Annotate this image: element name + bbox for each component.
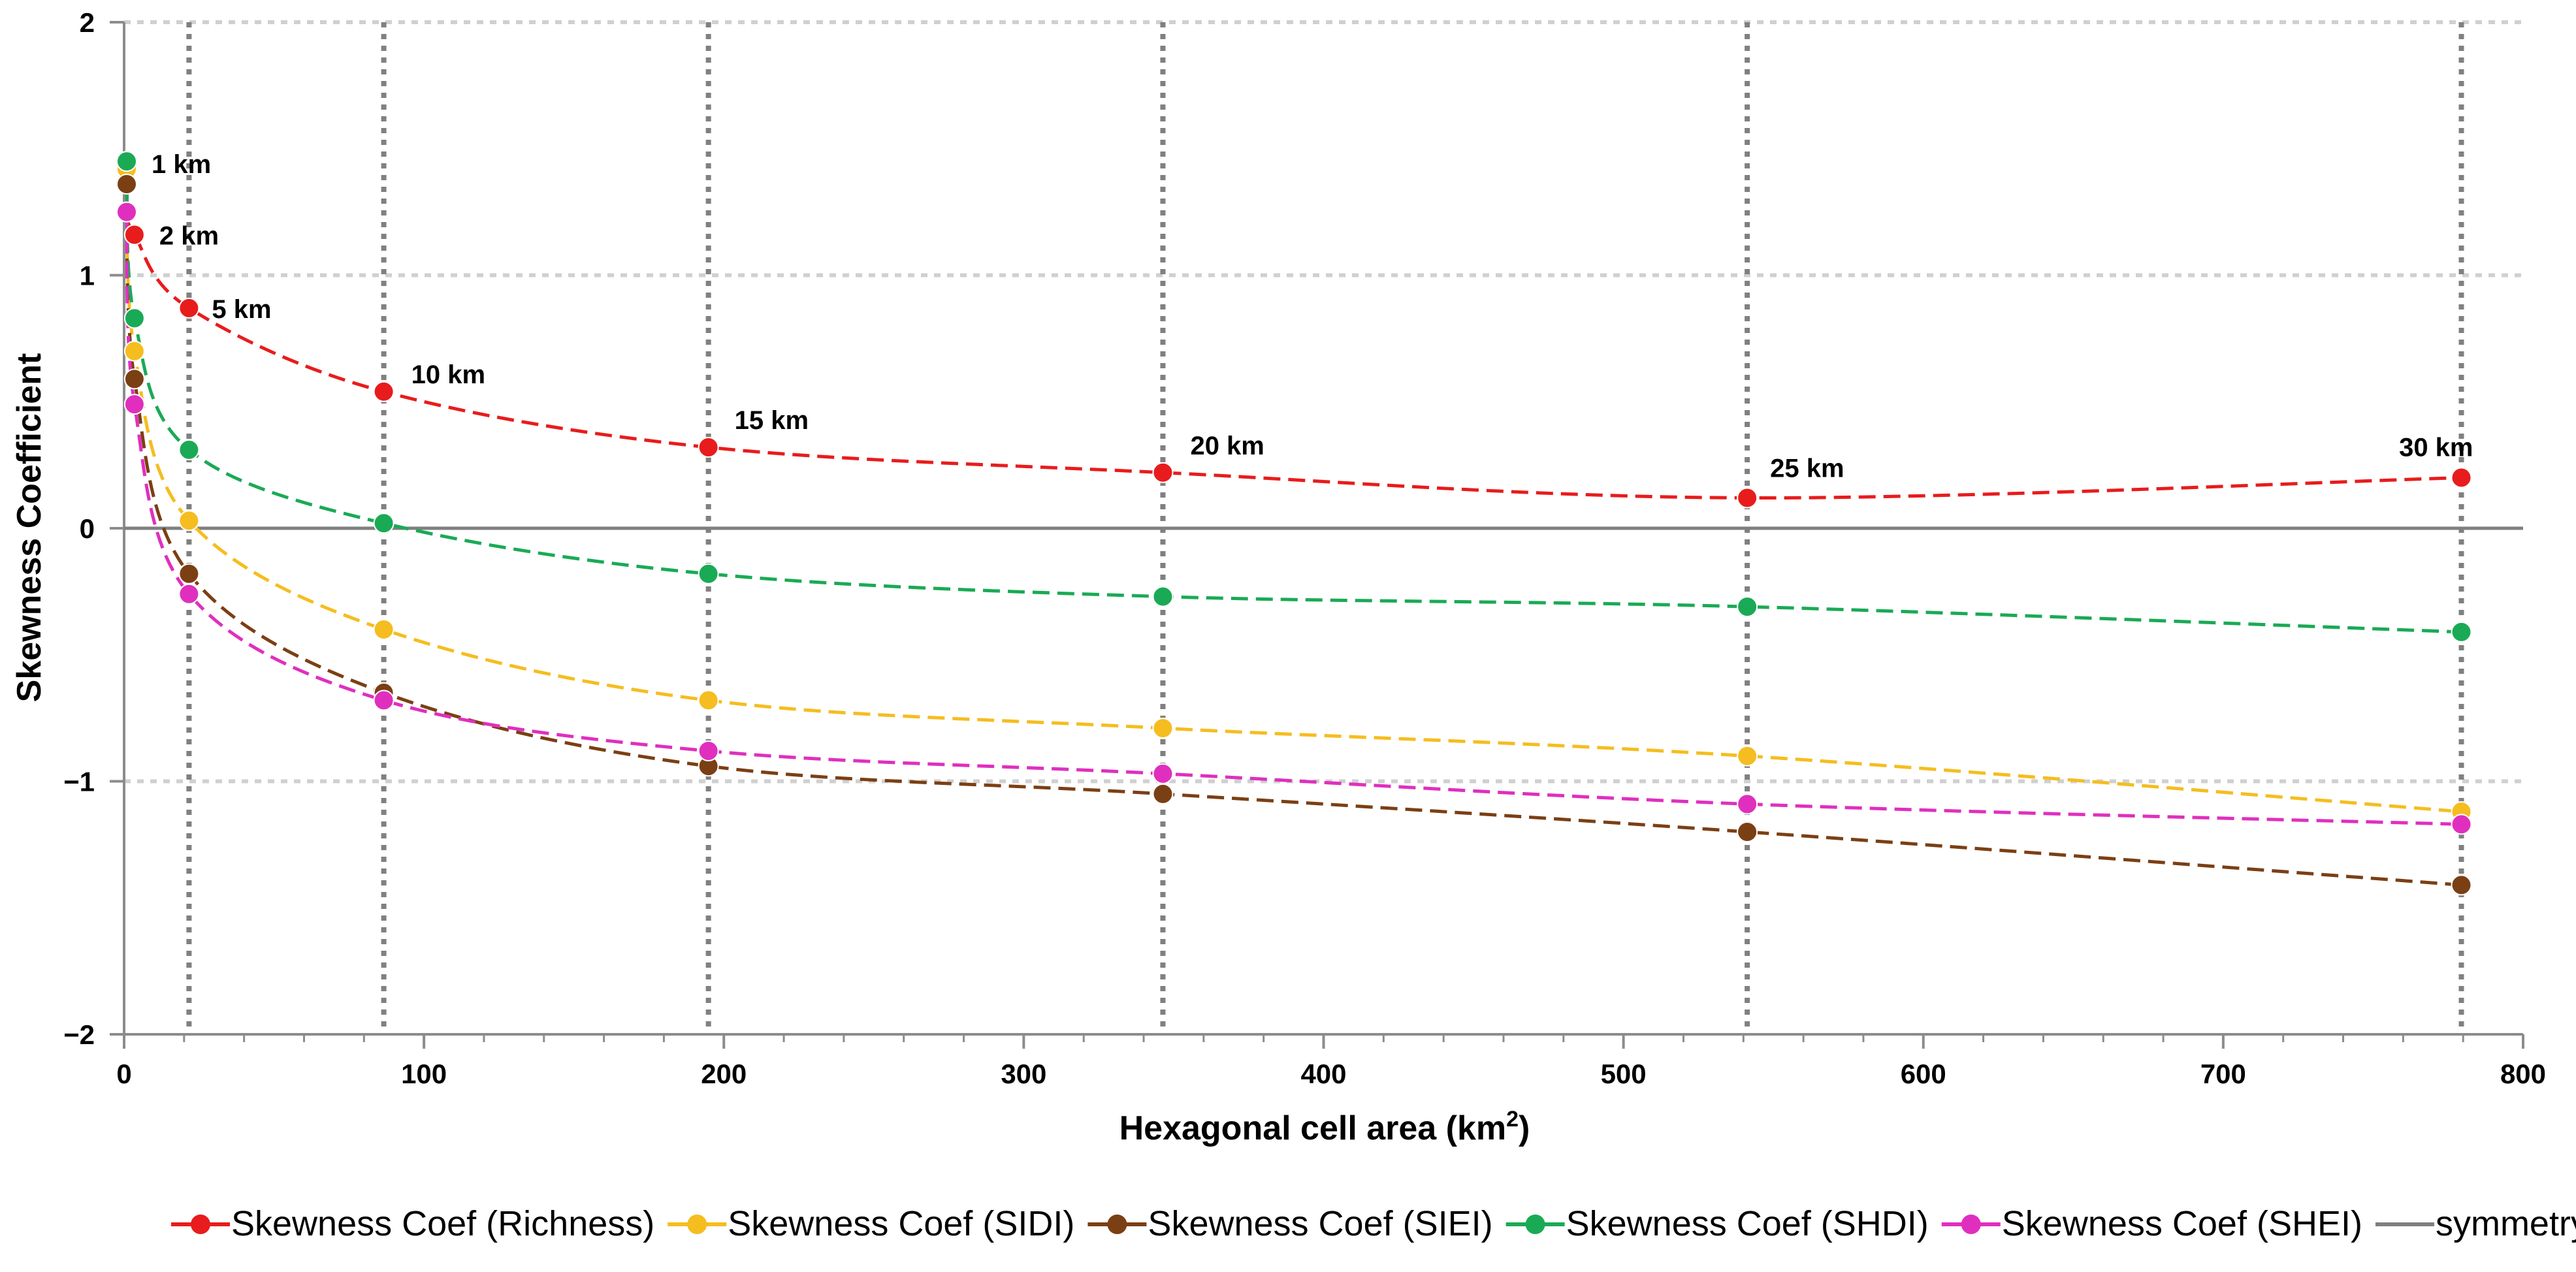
data-point-s3-1 xyxy=(116,174,137,195)
legend-label-6: symmetry xyxy=(2436,1204,2576,1243)
data-point-s1-3 xyxy=(178,297,200,319)
data-point-s5-7 xyxy=(1737,793,1758,815)
annotation-label-3: 5 km xyxy=(212,295,271,324)
y-axis-ticks: −2 −1 0 1 2 xyxy=(63,7,95,1050)
data-point-s1-4 xyxy=(373,381,394,402)
legend: Skewness Coef (Richness) Skewness Coef (S… xyxy=(171,1204,2576,1243)
data-point-s3-7 xyxy=(1737,821,1758,842)
legend-swatch-marker-5 xyxy=(1961,1215,1981,1234)
x-tick-label: 400 xyxy=(1300,1058,1346,1089)
data-point-s5-6 xyxy=(1152,763,1174,784)
data-point-s2-5 xyxy=(698,690,719,711)
legend-label-4: Skewness Coef (SHDI) xyxy=(1566,1204,1929,1243)
x-axis-title-main: Hexagonal cell area (km xyxy=(1119,1109,1507,1147)
series-line-4 xyxy=(125,161,2462,634)
x-tick-label: 500 xyxy=(1601,1058,1647,1089)
data-point-s3-3 xyxy=(178,563,200,584)
x-tick-label: 100 xyxy=(401,1058,447,1089)
data-point-s1-8 xyxy=(2451,467,2472,488)
y-tick-label: −1 xyxy=(63,767,95,797)
grid xyxy=(124,20,2523,784)
data-point-s3-8 xyxy=(2451,874,2472,896)
data-point-s4-4 xyxy=(373,513,394,534)
y-axis-title: Skewness Coefficient xyxy=(10,353,48,703)
data-point-s1-6 xyxy=(1152,462,1174,483)
data-point-s5-4 xyxy=(373,690,394,711)
data-point-s4-7 xyxy=(1737,596,1758,618)
x-tick-label: 0 xyxy=(116,1058,131,1089)
legend-label-3: Skewness Coef (SIEI) xyxy=(1148,1204,1492,1243)
series-line-3 xyxy=(125,183,2462,887)
data-point-s4-2 xyxy=(123,308,145,329)
series-line-2 xyxy=(125,168,2462,814)
legend-label-5: Skewness Coef (SHEI) xyxy=(2002,1204,2362,1243)
data-point-s5-3 xyxy=(178,583,200,605)
annotation-label-5: 15 km xyxy=(735,406,809,435)
series-line-5 xyxy=(125,212,2462,826)
legend-swatch-marker-4 xyxy=(1525,1215,1545,1234)
annotation-label-6: 20 km xyxy=(1190,432,1264,460)
legend-swatch-marker-1 xyxy=(191,1215,210,1234)
annotation-label-4: 10 km xyxy=(411,360,485,389)
legend-swatch-marker-2 xyxy=(687,1215,707,1234)
annotations: 1 km 2 km 5 km 10 km 15 km 20 km 25 km 30 km xyxy=(152,150,2473,483)
series-points xyxy=(116,151,2472,896)
x-axis-title-end: ) xyxy=(1519,1109,1530,1147)
x-tick-label: 300 xyxy=(1001,1058,1046,1089)
data-point-s5-1 xyxy=(116,201,137,223)
data-point-s1-5 xyxy=(698,437,719,458)
data-point-s2-3 xyxy=(178,510,200,532)
y-tick-label: 0 xyxy=(80,513,95,544)
data-point-s4-8 xyxy=(2451,621,2472,643)
annotation-label-7: 25 km xyxy=(1770,454,1844,483)
data-point-s5-5 xyxy=(698,740,719,761)
x-tick-label: 800 xyxy=(2500,1058,2546,1089)
x-tick-label: 600 xyxy=(1901,1058,1946,1089)
series-line-1 xyxy=(125,211,2462,500)
data-point-s4-1 xyxy=(116,151,137,172)
x-tick-label: 700 xyxy=(2200,1058,2246,1089)
x-axis-ticks: 0 100 200 300 400 500 600 700 800 xyxy=(116,1058,2546,1089)
annotation-label-1: 1 km xyxy=(152,150,211,179)
y-tick-label: 1 xyxy=(80,261,95,291)
series-lines xyxy=(124,161,2523,887)
data-point-s1-2 xyxy=(123,224,145,246)
data-point-s4-6 xyxy=(1152,586,1174,607)
data-point-s2-7 xyxy=(1737,745,1758,767)
data-point-s1-7 xyxy=(1737,487,1758,509)
data-point-s4-3 xyxy=(178,439,200,460)
x-tick-label: 200 xyxy=(701,1058,747,1089)
data-point-s2-2 xyxy=(123,340,145,362)
data-point-s4-5 xyxy=(698,563,719,584)
legend-swatch-marker-3 xyxy=(1107,1215,1127,1234)
data-point-s2-6 xyxy=(1152,718,1174,739)
x-axis-title: Hexagonal cell area (km2) xyxy=(1119,1107,1530,1147)
data-point-s5-2 xyxy=(123,394,145,415)
annotation-label-8: 30 km xyxy=(2399,434,2473,462)
y-tick-label: −2 xyxy=(63,1019,95,1050)
legend-label-1: Skewness Coef (Richness) xyxy=(231,1204,654,1243)
data-point-s2-4 xyxy=(373,619,394,640)
data-point-s5-8 xyxy=(2451,814,2472,835)
data-point-s3-2 xyxy=(123,368,145,390)
legend-label-2: Skewness Coef (SIDI) xyxy=(728,1204,1074,1243)
y-tick-label: 2 xyxy=(80,7,95,38)
x-axis-title-superscript: 2 xyxy=(1506,1107,1519,1132)
data-point-s3-6 xyxy=(1152,783,1174,804)
annotation-label-2: 2 km xyxy=(159,222,219,251)
